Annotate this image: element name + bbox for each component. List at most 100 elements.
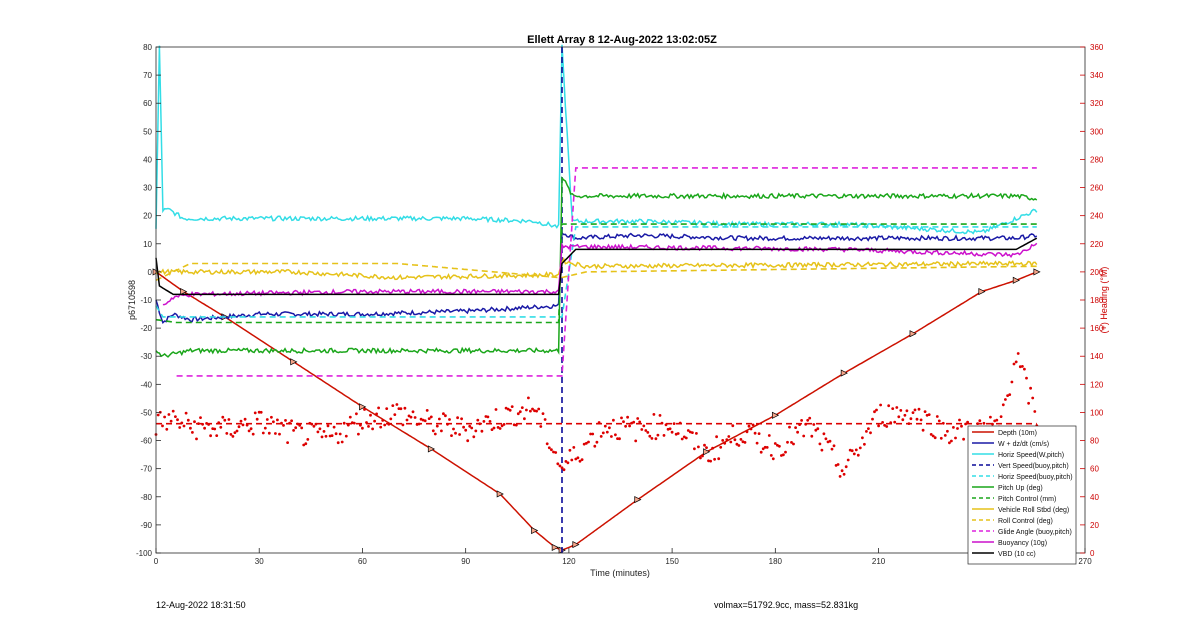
- x-tick-label: 0: [154, 557, 159, 566]
- heading-point: [950, 439, 953, 443]
- heading-point: [541, 412, 545, 415]
- heading-point: [802, 434, 806, 438]
- heading-point: [302, 443, 306, 447]
- heading-point: [231, 435, 235, 438]
- heading-point: [946, 429, 949, 433]
- heading-point: [401, 423, 405, 427]
- heading-point: [562, 468, 566, 472]
- heading-point: [958, 418, 961, 422]
- heading-point: [1001, 403, 1005, 407]
- heading-point: [1004, 398, 1007, 401]
- y-right-tick-label: 300: [1090, 127, 1104, 136]
- heading-point: [854, 448, 858, 452]
- heading-point: [369, 413, 372, 417]
- heading-point: [796, 430, 799, 434]
- legend-label: Buoyancy (10g): [998, 540, 1047, 547]
- heading-point: [433, 432, 437, 436]
- footer-timestamp: 12-Aug-2022 18:31:50: [156, 600, 246, 610]
- heading-point: [830, 447, 834, 451]
- heading-point: [294, 426, 298, 430]
- heading-point: [292, 429, 295, 432]
- heading-point: [612, 418, 615, 422]
- legend-label: VBD (10 cc): [998, 551, 1036, 558]
- series-line: [155, 44, 1038, 235]
- heading-point: [391, 404, 395, 407]
- heading-point: [737, 444, 741, 447]
- heading-point: [500, 424, 504, 428]
- heading-point: [203, 426, 207, 430]
- heading-point: [769, 454, 773, 457]
- series-pitch-up-deg: [155, 176, 1038, 358]
- heading-point: [193, 420, 196, 424]
- heading-point: [745, 430, 749, 434]
- plot-area-frame: [155, 46, 1086, 554]
- heading-point: [456, 416, 459, 420]
- heading-point: [885, 425, 889, 428]
- legend-label: Pitch Control (mm): [998, 496, 1056, 503]
- heading-point: [304, 442, 308, 446]
- heading-point: [419, 417, 423, 421]
- heading-point: [593, 444, 597, 448]
- heading-point: [790, 441, 793, 444]
- y-right-tick-label: 120: [1090, 380, 1104, 389]
- heading-point: [939, 436, 943, 440]
- heading-point: [480, 429, 484, 433]
- heading-point: [516, 412, 520, 416]
- legend-label: Horiz Speed(W,pitch): [998, 452, 1064, 459]
- y-right-tick-label: 320: [1090, 99, 1104, 108]
- series-roll-control-deg: [155, 262, 1037, 282]
- heading-point: [759, 450, 763, 454]
- heading-point: [626, 415, 629, 419]
- heading-point: [608, 426, 611, 430]
- heading-point: [852, 452, 856, 456]
- heading-point: [873, 410, 876, 414]
- heading-point: [161, 424, 164, 428]
- heading-point: [644, 429, 648, 432]
- heading-point: [409, 415, 413, 419]
- heading-point: [1006, 394, 1009, 397]
- heading-point: [656, 433, 660, 437]
- heading-point: [504, 406, 508, 410]
- heading-point: [300, 426, 304, 430]
- y-right-tick-label: 60: [1090, 465, 1099, 474]
- heading-point: [905, 409, 909, 413]
- heading-point: [580, 458, 584, 461]
- heading-point: [233, 431, 237, 434]
- heading-point: [652, 413, 656, 416]
- heading-point: [937, 419, 941, 423]
- heading-point: [284, 419, 287, 422]
- heading-point: [247, 429, 251, 433]
- heading-point: [836, 463, 840, 466]
- y-left-tick-label: 50: [143, 127, 152, 136]
- series-heading: [154, 352, 1039, 478]
- heading-point: [444, 414, 447, 418]
- heading-point: [312, 424, 316, 428]
- heading-point: [923, 410, 927, 413]
- series-horiz-speed-buoy-pitch: [155, 226, 1037, 318]
- heading-point: [792, 442, 795, 446]
- heading-point: [680, 437, 684, 441]
- heading-point: [729, 440, 733, 444]
- depth-marker: [634, 496, 642, 504]
- heading-point: [788, 425, 791, 429]
- heading-point: [654, 437, 658, 441]
- heading-point: [601, 431, 605, 435]
- heading-point: [786, 440, 789, 444]
- series-buoyancy-10g: [162, 242, 1038, 306]
- heading-point: [699, 456, 702, 460]
- heading-point: [832, 444, 836, 448]
- heading-point: [650, 437, 654, 440]
- heading-point: [539, 425, 543, 428]
- axes-layer: 0 30 60 90 120 150 180 210 240 270 80 70 60 50 40 30 20 1…: [136, 43, 1104, 566]
- heading-point: [941, 421, 945, 425]
- heading-point: [733, 438, 737, 442]
- heading-point: [427, 417, 431, 420]
- heading-point: [658, 414, 662, 417]
- series-line: [155, 237, 1038, 296]
- series-line: [155, 226, 1037, 318]
- heading-point: [229, 433, 233, 436]
- heading-point: [564, 460, 568, 463]
- heading-point: [235, 429, 239, 433]
- heading-point: [241, 423, 245, 427]
- heading-point: [605, 430, 609, 434]
